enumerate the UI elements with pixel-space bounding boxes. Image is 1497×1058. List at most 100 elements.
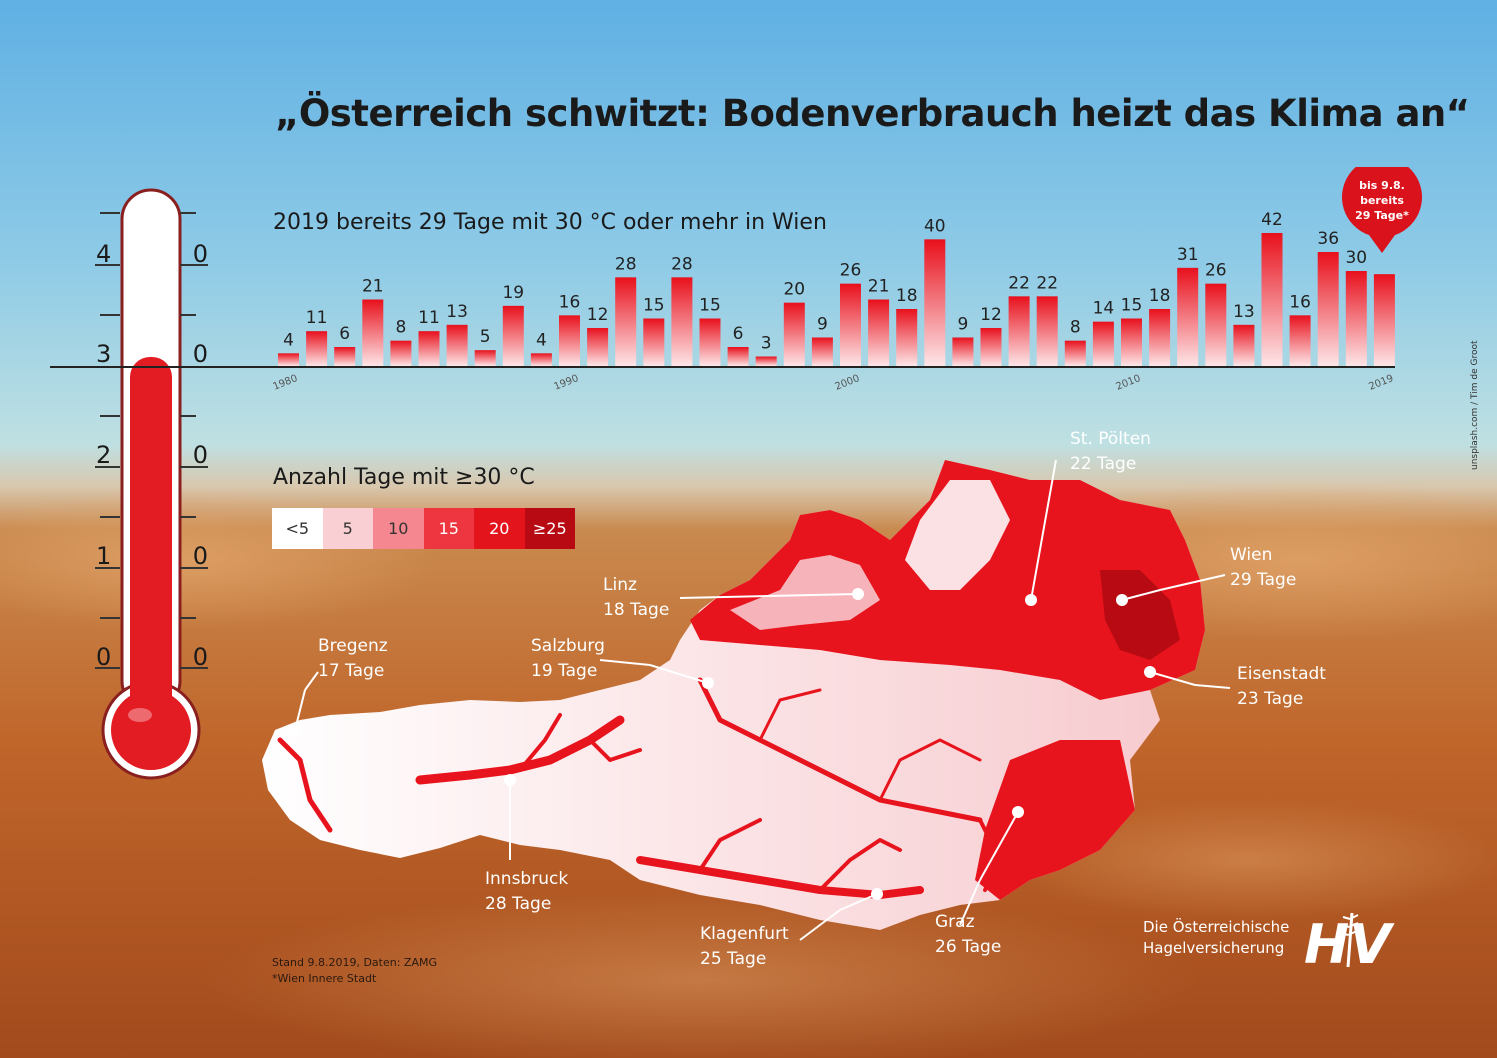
callout-line: bis 9.8. bbox=[1359, 179, 1405, 192]
logo-line: Die Österreichische bbox=[1143, 918, 1290, 936]
bar-1999 bbox=[811, 337, 833, 366]
bar-value-label: 20 bbox=[783, 280, 805, 300]
city-name: Salzburg bbox=[531, 636, 605, 656]
legend-item: 10 bbox=[373, 508, 424, 549]
bar-2001 bbox=[868, 299, 890, 366]
bar-1998 bbox=[783, 302, 805, 366]
bar-2003 bbox=[924, 239, 946, 366]
callout-line: 29 Tage* bbox=[1355, 209, 1409, 222]
bar-2015 bbox=[1261, 233, 1283, 366]
legend-item: <5 bbox=[272, 508, 323, 549]
bar-value-label: 22 bbox=[1036, 273, 1058, 293]
photo-credit: unsplash.com / Tim de Groot bbox=[1470, 340, 1480, 470]
bar-2013 bbox=[1205, 283, 1227, 366]
city-label-graz: Graz 26 Tage bbox=[935, 910, 1001, 960]
city-days: 25 Tage bbox=[700, 949, 767, 969]
bar-value-label: 13 bbox=[1233, 302, 1255, 322]
bar-value-label: 36 bbox=[1317, 229, 1339, 249]
bar-2006 bbox=[1008, 296, 1030, 366]
footnote-line: Stand 9.8.2019, Daten: ZAMG bbox=[272, 956, 438, 969]
x-tick-label: 1990 bbox=[553, 373, 581, 393]
bar-value-label: 22 bbox=[1008, 273, 1030, 293]
legend-scale: <5 5 10 15 20 ≥25 bbox=[272, 508, 575, 549]
bar-value-label: 16 bbox=[559, 292, 581, 312]
bar-value-label: 6 bbox=[339, 324, 350, 344]
bar-1980 bbox=[278, 353, 299, 366]
bar-1993 bbox=[643, 318, 665, 366]
city-days: 29 Tage bbox=[1230, 570, 1297, 590]
city-days: 17 Tage bbox=[318, 661, 385, 681]
city-name: Innsbruck bbox=[485, 869, 569, 889]
city-label-wien: Wien 29 Tage bbox=[1230, 543, 1296, 593]
x-tick-label: 2000 bbox=[834, 373, 862, 393]
bar-value-label: 12 bbox=[980, 305, 1002, 325]
bar-value-label: 19 bbox=[502, 283, 524, 303]
thermometer: 4 0 3 0 2 0 1 0 0 0 bbox=[95, 188, 208, 780]
map-light-patch-linz bbox=[730, 555, 880, 630]
bar-value-label: 11 bbox=[306, 308, 328, 328]
logo-line: Hagelversicherung bbox=[1143, 939, 1285, 957]
legend-item: 15 bbox=[423, 508, 474, 549]
bar-2004 bbox=[952, 337, 974, 366]
hv-logo-icon: HV bbox=[1304, 912, 1395, 975]
city-days: 19 Tage bbox=[531, 661, 598, 681]
city-markers bbox=[294, 459, 1231, 941]
city-name: Graz bbox=[935, 912, 975, 932]
bar-value-label: 21 bbox=[868, 277, 890, 297]
bar-1995 bbox=[699, 318, 721, 366]
bar-value-label: 8 bbox=[395, 318, 406, 338]
city-days: 18 Tage bbox=[603, 600, 670, 620]
bar-value-label: 28 bbox=[615, 254, 637, 274]
bar-2016 bbox=[1289, 315, 1311, 366]
bar-value-label: 18 bbox=[896, 286, 918, 306]
footnote: Stand 9.8.2019, Daten: ZAMG *Wien Innere… bbox=[272, 955, 437, 987]
footnote-line: *Wien Innere Stadt bbox=[272, 972, 377, 985]
bar-2017 bbox=[1317, 252, 1339, 366]
city-days: 23 Tage bbox=[1237, 689, 1304, 709]
bar-2018 bbox=[1345, 271, 1367, 366]
city-label-klagenfurt: Klagenfurt 25 Tage bbox=[700, 922, 789, 972]
bar-1992 bbox=[615, 277, 637, 366]
bar-1988 bbox=[502, 305, 524, 366]
bar-1981 bbox=[306, 331, 328, 366]
bar-value-label: 4 bbox=[536, 330, 547, 350]
bar-value-label: 26 bbox=[840, 261, 862, 281]
legend-item: ≥25 bbox=[524, 508, 575, 549]
bar-1989 bbox=[530, 353, 552, 366]
bar-value-label: 12 bbox=[587, 305, 609, 325]
bar-value-label: 8 bbox=[1070, 318, 1081, 338]
bar-value-label: 40 bbox=[924, 216, 946, 236]
bar-value-label: 28 bbox=[671, 254, 693, 274]
chart-title: 2019 bereits 29 Tage mit 30 °C oder mehr… bbox=[273, 210, 827, 235]
bar-1996 bbox=[727, 347, 749, 366]
city-name: Klagenfurt bbox=[700, 924, 789, 944]
bar-value-label: 42 bbox=[1261, 210, 1283, 230]
map-light-patch-waldviertel bbox=[905, 480, 1010, 590]
bar-1984 bbox=[390, 340, 412, 366]
logo-text: Die Österreichische Hagelversicherung bbox=[1143, 917, 1289, 959]
bar-2011 bbox=[1149, 309, 1171, 366]
bar-2010 bbox=[1121, 318, 1142, 366]
city-days: 26 Tage bbox=[935, 937, 1002, 957]
bar-2007 bbox=[1036, 296, 1058, 366]
bar-value-label: 15 bbox=[1121, 296, 1143, 316]
city-label-bregenz: Bregenz 17 Tage bbox=[318, 634, 388, 684]
bar-1985 bbox=[418, 331, 440, 366]
x-tick-label: 2019 bbox=[1367, 373, 1395, 393]
bar-1986 bbox=[446, 324, 468, 366]
city-days: 28 Tage bbox=[485, 894, 552, 914]
map-dark-patch-wien bbox=[1100, 570, 1180, 660]
city-label-st-poelten: St. Pölten 22 Tage bbox=[1070, 427, 1151, 477]
bar-1983 bbox=[362, 299, 384, 366]
legend-item: 20 bbox=[474, 508, 525, 549]
city-label-salzburg: Salzburg 19 Tage bbox=[531, 634, 605, 684]
callout-bubble bbox=[1342, 167, 1422, 253]
bar-value-label: 15 bbox=[643, 296, 665, 316]
bar-value-label: 15 bbox=[699, 296, 721, 316]
bar-value-label: 9 bbox=[817, 315, 828, 335]
city-name: Linz bbox=[603, 575, 637, 595]
callout-line: bereits bbox=[1360, 194, 1404, 207]
city-label-eisenstadt: Eisenstadt 23 Tage bbox=[1237, 662, 1326, 712]
bar-2012 bbox=[1177, 267, 1199, 366]
